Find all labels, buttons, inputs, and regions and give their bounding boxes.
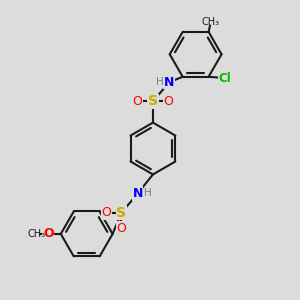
Text: H: H	[144, 188, 152, 198]
Text: N: N	[132, 187, 143, 200]
Text: S: S	[116, 206, 126, 220]
Text: O: O	[101, 206, 111, 219]
Text: CH₃: CH₃	[28, 229, 46, 239]
Text: Cl: Cl	[218, 72, 231, 85]
Text: O: O	[43, 227, 54, 240]
Text: O: O	[133, 95, 142, 108]
Text: N: N	[164, 76, 174, 89]
Text: O: O	[116, 221, 126, 235]
Text: H: H	[156, 77, 164, 87]
Text: CH₃: CH₃	[202, 16, 220, 27]
Text: O: O	[163, 95, 173, 108]
Text: S: S	[148, 94, 158, 108]
